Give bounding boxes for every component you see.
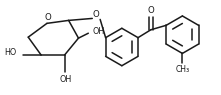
Text: O: O xyxy=(147,6,154,15)
Text: O: O xyxy=(93,10,100,19)
Text: O: O xyxy=(45,13,51,22)
Text: OH: OH xyxy=(59,75,72,84)
Text: HO: HO xyxy=(4,48,17,57)
Text: OH: OH xyxy=(92,27,104,36)
Text: CH₃: CH₃ xyxy=(175,65,189,74)
